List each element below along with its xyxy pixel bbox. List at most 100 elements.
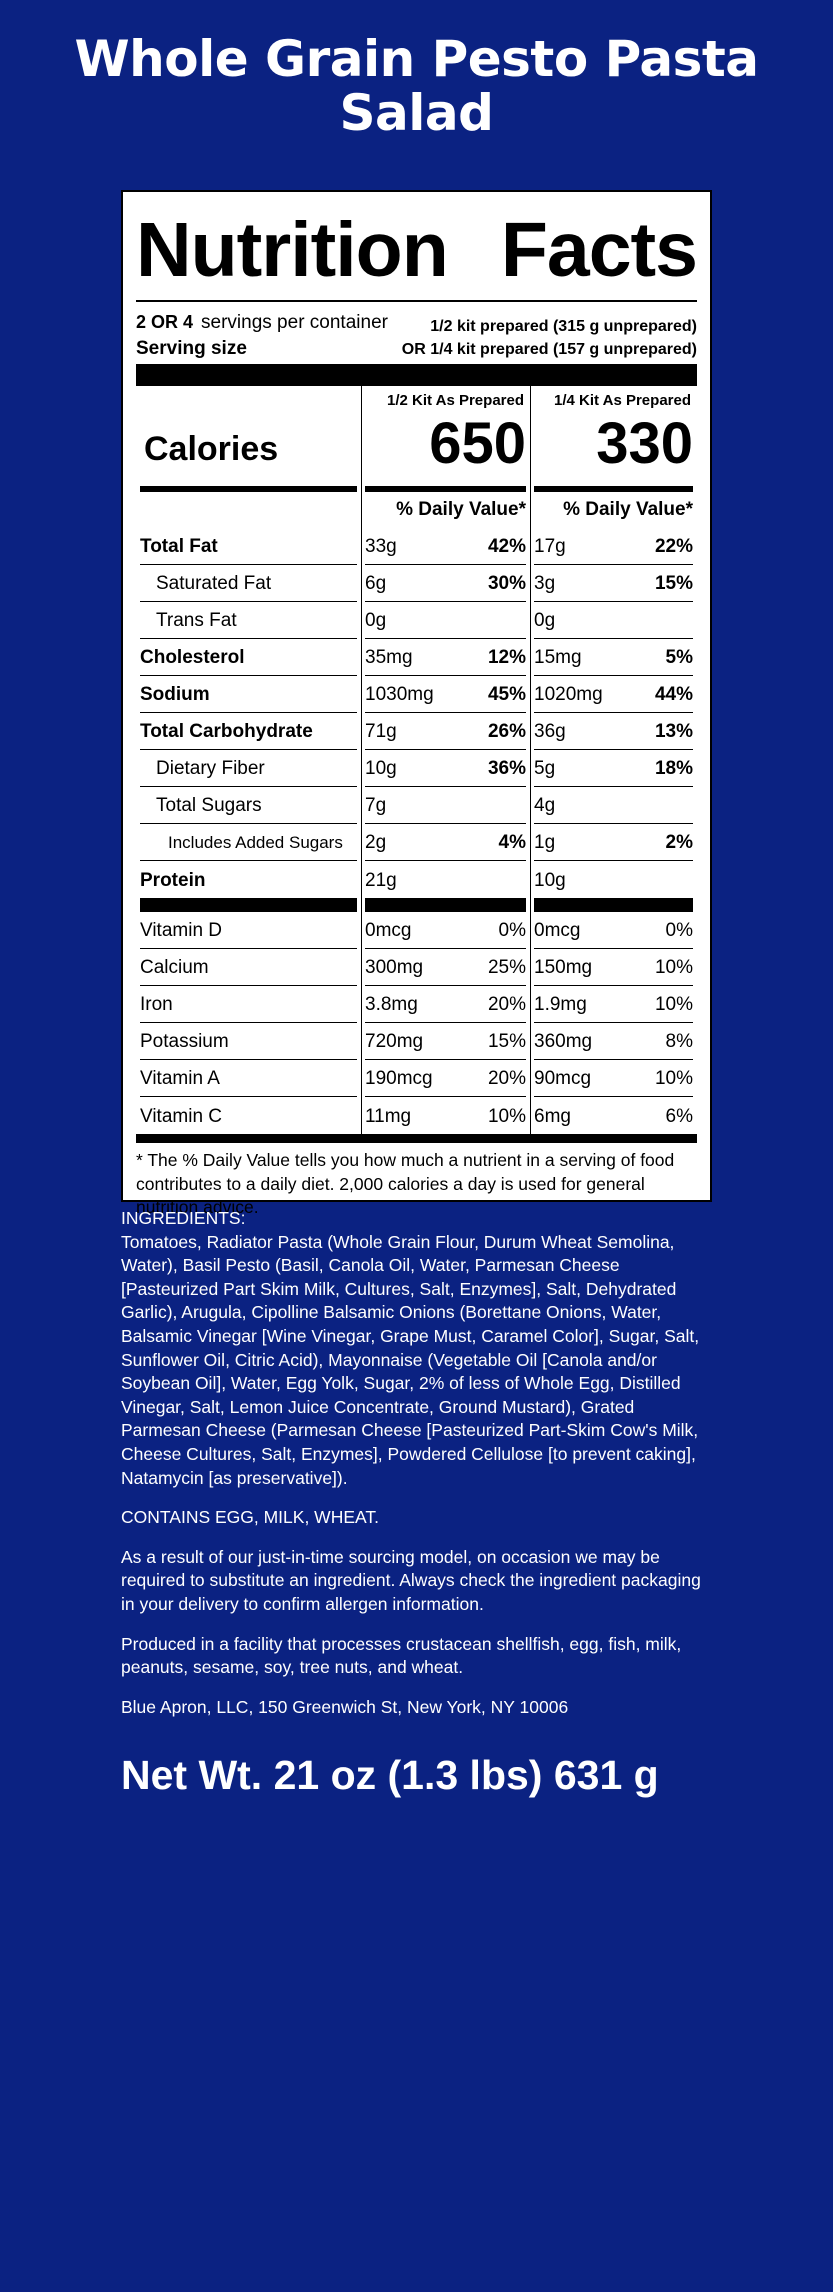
daily-value-header-2: % Daily Value*: [563, 499, 693, 520]
nutrient-amount: 21g: [365, 869, 397, 891]
nutrient-value-cell: 35mg 12%: [365, 639, 526, 676]
nutrient-value-cell: 15mg 5%: [534, 639, 693, 676]
calories-value-1: 650: [429, 411, 526, 476]
nutrient-name: Trans Fat: [156, 610, 237, 631]
sourcing-note: As a result of our just-in-time sourcing…: [121, 1546, 701, 1614]
nutrient-percent: 0%: [498, 920, 526, 941]
nutrient-amount: 10g: [534, 869, 566, 891]
nutrient-name: Cholesterol: [140, 647, 245, 668]
nutrient-name: Calcium: [140, 957, 209, 978]
nutrient-value-cell: 33g 42%: [365, 528, 526, 565]
nutrient-value-cell: 6g 30%: [365, 565, 526, 602]
nutrient-percent: 2%: [665, 832, 693, 853]
nutrient-name-cell: Calcium: [140, 949, 357, 986]
product-title: Whole Grain Pesto Pasta Salad: [74, 30, 759, 142]
nutrient-name: Vitamin A: [140, 1068, 220, 1089]
nutrient-name-cell: Potassium: [140, 1023, 357, 1060]
nutrient-value-cell: 1g 2%: [534, 824, 693, 861]
nutrient-amount: 300mg: [365, 957, 424, 978]
column-divider: [361, 386, 362, 1134]
nutrient-amount: 0mcg: [534, 920, 581, 941]
nutrient-name-cell: Iron: [140, 986, 357, 1023]
nutrient-percent: 12%: [487, 647, 526, 668]
nutrient-amount: 0g: [365, 610, 387, 631]
nutrient-amount: 150mg: [534, 957, 593, 978]
nutrient-percent: 15%: [654, 573, 693, 594]
nutrient-value-cell: 3g 15%: [534, 565, 693, 602]
nutrient-amount: 6g: [365, 573, 387, 594]
facility-note: Produced in a facility that processes cr…: [121, 1633, 682, 1678]
nutrient-value-cell: 17g 22%: [534, 528, 693, 565]
col1-header: 1/2 Kit As Prepared: [387, 392, 524, 409]
nutrient-value-cell: 720mg 15%: [365, 1023, 526, 1060]
nutrient-amount: 360mg: [534, 1031, 593, 1052]
nutrient-name-cell: Dietary Fiber: [140, 750, 357, 787]
nutrient-value-cell: 0mcg 0%: [534, 912, 693, 949]
nutrient-amount: 190mcg: [365, 1068, 433, 1089]
nutrient-value-cell: 1.9mg 10%: [534, 986, 693, 1023]
servings-count: 2 OR 4: [136, 312, 194, 332]
nutrient-percent: 44%: [654, 684, 693, 705]
nutrient-amount: 3.8mg: [365, 994, 418, 1015]
nutrient-value-cell: 7g: [365, 787, 526, 824]
nutrient-name-cell: Protein: [140, 861, 357, 898]
nutrient-percent: 20%: [487, 994, 526, 1015]
nutrient-percent: 25%: [487, 957, 526, 978]
thick-bar: [140, 898, 357, 912]
nutrient-amount: 11mg: [365, 1105, 412, 1127]
nutrient-name: Total Sugars: [156, 795, 262, 816]
nutrient-amount: 1.9mg: [534, 994, 587, 1015]
nutrient-value-cell: 300mg 25%: [365, 949, 526, 986]
thick-bar: [534, 898, 693, 912]
nutrient-value-cell: 190mcg 20%: [365, 1060, 526, 1097]
nutrient-amount: 10g: [365, 758, 397, 779]
nutrient-value-cell: 150mg 10%: [534, 949, 693, 986]
nutrient-amount: 90mcg: [534, 1068, 592, 1089]
nutrient-name: Includes Added Sugars: [168, 833, 343, 852]
ingredients-list: Tomatoes, Radiator Pasta (Whole Grain Fl…: [121, 1231, 700, 1488]
nutrient-table: Calories 1/2 Kit As Prepared 650 1/4 Kit …: [136, 386, 697, 1134]
divider: [136, 300, 697, 302]
serving-size-2: OR 1/4 kit prepared (157 g unprepared): [401, 341, 697, 358]
nutrient-amount: 3g: [534, 573, 556, 594]
nutrient-percent: 22%: [654, 536, 693, 557]
nutrient-amount: 0mcg: [365, 920, 412, 941]
nutrient-percent: 42%: [487, 536, 526, 557]
nutrient-percent: 10%: [654, 994, 693, 1015]
nutrient-name-cell: Trans Fat: [140, 602, 357, 639]
nutrient-percent: 15%: [487, 1031, 526, 1052]
nutrient-percent: 8%: [665, 1031, 693, 1052]
nutrient-amount: 720mg: [365, 1031, 424, 1052]
nutrient-value-cell: 90mcg 10%: [534, 1060, 693, 1097]
nutrient-value-cell: 5g 18%: [534, 750, 693, 787]
nutrient-amount: 0g: [534, 610, 556, 631]
nutrient-name-cell: Includes Added Sugars: [140, 824, 357, 861]
thick-bar: [136, 1134, 697, 1143]
nutrient-amount: 4g: [534, 795, 556, 816]
nutrient-value-cell: 10g 36%: [365, 750, 526, 787]
nutrient-percent: 30%: [487, 573, 526, 594]
nutrient-value-cell: 21g: [365, 861, 526, 898]
nutrient-value-cell: 360mg 8%: [534, 1023, 693, 1060]
footnote: * The % Daily Value tells you how much a…: [136, 1150, 675, 1217]
serving-info: 2 OR 4 servings per container Serving siz…: [136, 302, 697, 364]
nutrient-percent: 6%: [665, 1105, 693, 1127]
ingredients-section: INGREDIENTS: Tomatoes, Radiator Pasta (W…: [121, 1207, 711, 1735]
nutrient-amount: 15mg: [534, 647, 582, 668]
nutrient-amount: 5g: [534, 758, 556, 779]
nutrient-value-cell: 2g 4%: [365, 824, 526, 861]
nutrient-percent: 10%: [487, 1105, 526, 1127]
nutrient-amount: 1030mg: [365, 684, 434, 705]
nutrient-value-cell: 3.8mg 20%: [365, 986, 526, 1023]
servings-text: servings per container: [201, 312, 388, 333]
nutrient-amount: 6mg: [534, 1105, 571, 1127]
calories-value-2: 330: [596, 411, 693, 476]
nutrient-name: Iron: [140, 994, 173, 1015]
nutrient-value-cell: 11mg 10%: [365, 1097, 526, 1134]
nutrient-name-cell: Saturated Fat: [140, 565, 357, 602]
nutrient-name-cell: Vitamin D: [140, 912, 357, 949]
nutrient-value-cell: 0g: [534, 602, 693, 639]
nutrient-name: Potassium: [140, 1031, 229, 1052]
nutrient-percent: 0%: [665, 920, 693, 941]
nutrient-name: Total Carbohydrate: [140, 721, 313, 742]
